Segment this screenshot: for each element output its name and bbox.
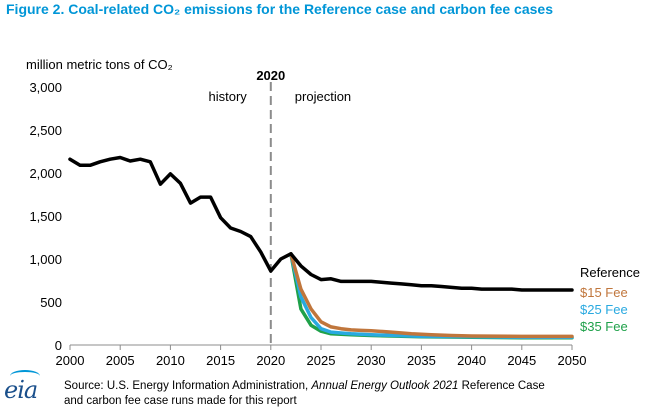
x-tick-label: 2015: [206, 353, 235, 368]
logo-text: eia: [4, 376, 38, 404]
history-label: history: [209, 89, 248, 104]
series-line--25-fee: [289, 252, 574, 340]
x-tick-label: 2040: [457, 353, 486, 368]
x-tick-label: 2050: [558, 353, 587, 368]
source-note: Source: U.S. Energy Information Administ…: [64, 379, 545, 409]
x-tick-label: 2005: [106, 353, 135, 368]
y-tick-label: 1,500: [29, 209, 62, 224]
x-tick-label: 2035: [407, 353, 436, 368]
x-tick-label: 2020: [256, 353, 285, 368]
legend-label: $35 Fee: [580, 319, 628, 334]
source-prefix: Source: U.S. Energy Information Administ…: [64, 380, 312, 392]
source-suffix: Reference Case: [458, 380, 545, 392]
y-axis-label: million metric tons of CO₂: [26, 57, 173, 72]
legend-label: $25 Fee: [580, 302, 628, 317]
x-tick-label: 2045: [507, 353, 536, 368]
eia-logo: eia: [4, 376, 38, 404]
line-chart: 2000 2005 2010 2015 2020 2025 2030 2035 2040 2045…: [29, 68, 640, 368]
y-tick-label: 3,000: [29, 80, 62, 95]
series-line--15-fee: [289, 252, 574, 339]
eia-logo-swoosh: [10, 370, 40, 382]
x-tick-label: 2010: [156, 353, 185, 368]
y-tick-label: 0: [55, 338, 62, 353]
legend-label: Reference: [580, 265, 640, 280]
divider-year-label: 2020: [256, 68, 285, 83]
x-tick-label: 2030: [357, 353, 386, 368]
source-italic: Annual Energy Outlook 2021: [311, 380, 459, 392]
projection-label: projection: [295, 89, 351, 104]
x-tick-label: 2000: [56, 353, 85, 368]
chart-title: Figure 2. Coal-related CO₂ emissions for…: [6, 1, 553, 17]
legend-label: $15 Fee: [580, 285, 628, 300]
series-line-reference: [68, 155, 574, 292]
x-tick-label: 2025: [307, 353, 336, 368]
y-tick-label: 2,000: [29, 166, 62, 181]
y-tick-label: 2,500: [29, 123, 62, 138]
series-line--35-fee: [289, 252, 574, 340]
source-line2: and carbon fee case runs made for this r…: [64, 395, 297, 407]
y-tick-label: 1,000: [29, 252, 62, 267]
y-tick-label: 500: [40, 295, 62, 310]
